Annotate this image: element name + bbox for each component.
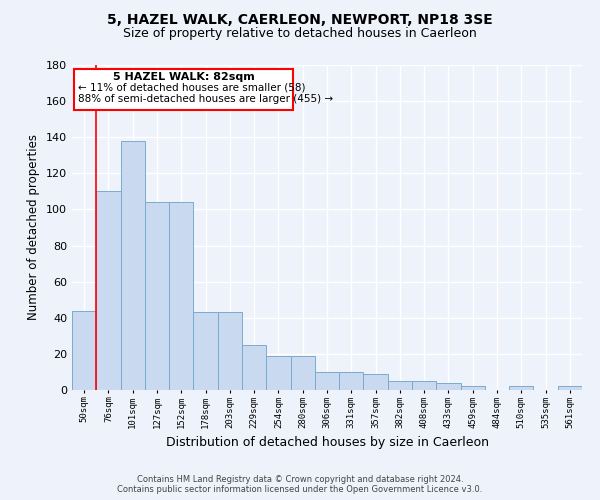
Text: 88% of semi-detached houses are larger (455) →: 88% of semi-detached houses are larger (… bbox=[78, 94, 333, 104]
Bar bbox=[461, 386, 485, 390]
Bar bbox=[388, 381, 412, 390]
Bar bbox=[412, 381, 436, 390]
Text: Contains HM Land Registry data © Crown copyright and database right 2024.: Contains HM Land Registry data © Crown c… bbox=[137, 475, 463, 484]
Bar bbox=[218, 312, 242, 390]
Bar bbox=[121, 141, 145, 390]
Bar bbox=[193, 312, 218, 390]
Y-axis label: Number of detached properties: Number of detached properties bbox=[28, 134, 40, 320]
Bar bbox=[290, 356, 315, 390]
Bar bbox=[364, 374, 388, 390]
Bar bbox=[96, 192, 121, 390]
Text: Size of property relative to detached houses in Caerleon: Size of property relative to detached ho… bbox=[123, 28, 477, 40]
Bar bbox=[169, 202, 193, 390]
Bar bbox=[266, 356, 290, 390]
Bar bbox=[436, 383, 461, 390]
Bar bbox=[315, 372, 339, 390]
Bar bbox=[339, 372, 364, 390]
Text: 5 HAZEL WALK: 82sqm: 5 HAZEL WALK: 82sqm bbox=[113, 72, 254, 82]
Bar bbox=[145, 202, 169, 390]
Bar bbox=[558, 386, 582, 390]
Bar bbox=[509, 386, 533, 390]
X-axis label: Distribution of detached houses by size in Caerleon: Distribution of detached houses by size … bbox=[166, 436, 488, 449]
Bar bbox=[242, 345, 266, 390]
Text: ← 11% of detached houses are smaller (58): ← 11% of detached houses are smaller (58… bbox=[78, 82, 305, 92]
Bar bbox=[72, 310, 96, 390]
Text: 5, HAZEL WALK, CAERLEON, NEWPORT, NP18 3SE: 5, HAZEL WALK, CAERLEON, NEWPORT, NP18 3… bbox=[107, 12, 493, 26]
FancyBboxPatch shape bbox=[74, 68, 293, 110]
Text: Contains public sector information licensed under the Open Government Licence v3: Contains public sector information licen… bbox=[118, 485, 482, 494]
